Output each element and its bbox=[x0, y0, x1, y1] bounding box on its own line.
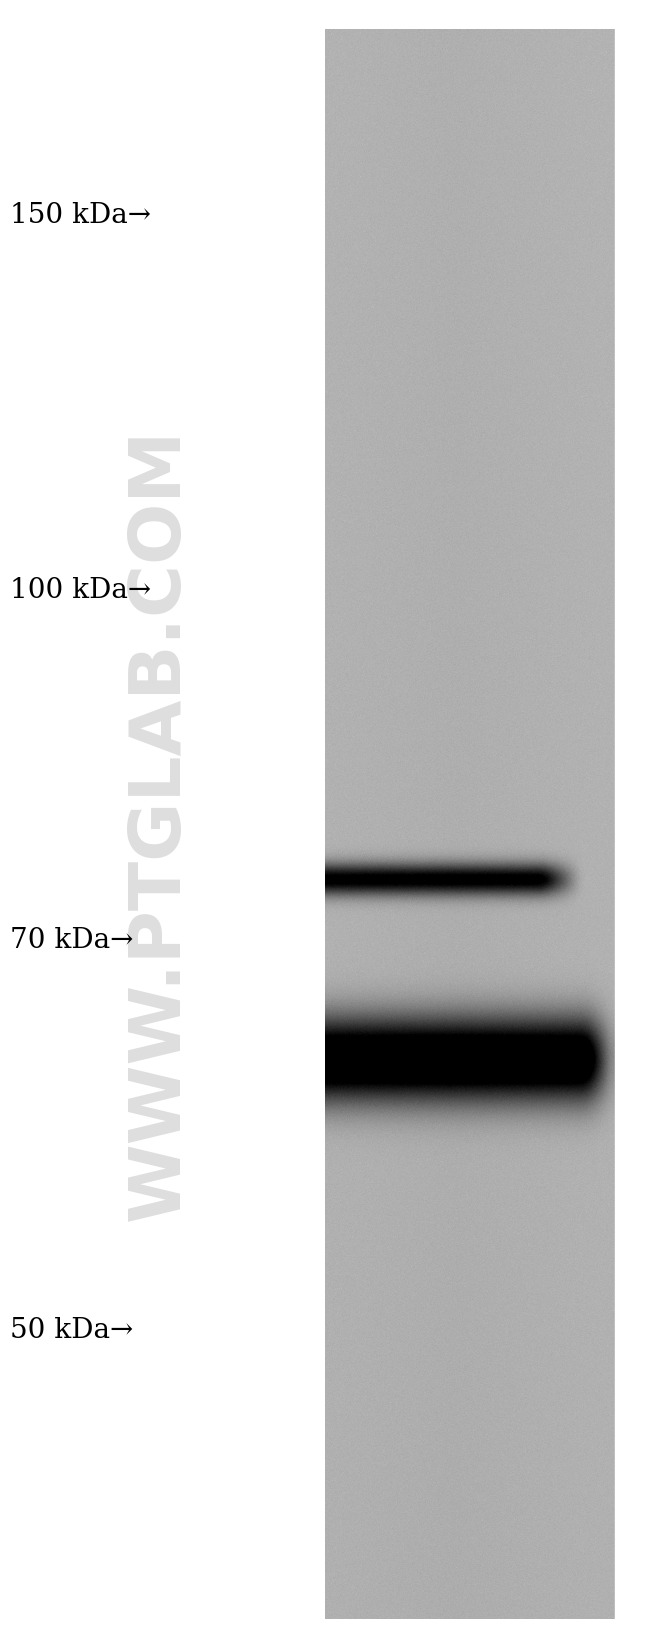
Text: WWW.PTGLAB.COM: WWW.PTGLAB.COM bbox=[125, 427, 194, 1221]
Text: 50 kDa→: 50 kDa→ bbox=[10, 1315, 133, 1343]
Text: 100 kDa→: 100 kDa→ bbox=[10, 577, 151, 603]
Text: 70 kDa→: 70 kDa→ bbox=[10, 926, 133, 953]
Bar bbox=[615, 30, 650, 1618]
Text: 150 kDa→: 150 kDa→ bbox=[10, 201, 151, 229]
